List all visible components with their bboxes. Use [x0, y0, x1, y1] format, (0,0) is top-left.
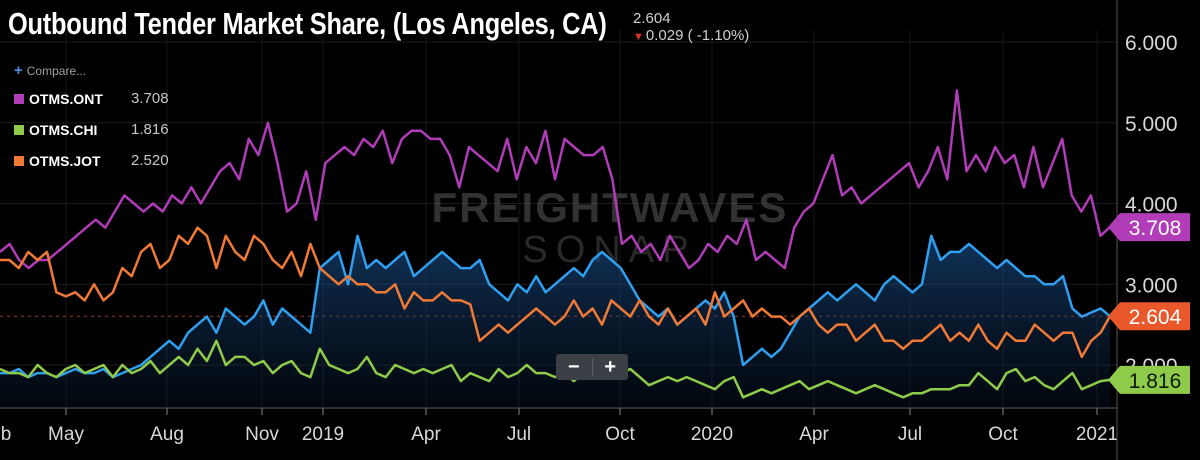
y-tick-label: 5.000 — [1125, 113, 1178, 136]
legend-name: OTMS.JOT — [29, 152, 101, 169]
x-tick-label: Oct — [605, 424, 635, 445]
watermark-text: FREIGHTWAVES — [432, 184, 789, 231]
x-tick-label: Jul — [507, 424, 531, 445]
y-tick-label: 6.000 — [1125, 32, 1178, 55]
series-line-otms-chi — [0, 339, 1111, 399]
last-value-badge — [1108, 365, 1190, 394]
legend: + Compare... OTMS.ONT 3.708 OTMS.CHI 1.81… — [14, 62, 169, 176]
series-line-primary — [0, 234, 1111, 379]
zoom-in-button[interactable]: + — [604, 355, 617, 378]
series-line-otms-ont — [0, 89, 1111, 270]
legend-value: 1.816 — [131, 121, 169, 138]
plus-icon: + — [14, 62, 23, 79]
legend-item-chi[interactable]: OTMS.CHI 1.816 — [14, 114, 169, 145]
x-tick-label: Oct — [988, 424, 1018, 445]
x-tick-label: 2021 — [1076, 424, 1118, 445]
y-tick-label: 3.000 — [1125, 274, 1178, 297]
x-tick-label: Apr — [799, 424, 829, 445]
legend-swatch-jot — [14, 155, 24, 166]
x-tick-label: Feb — [0, 424, 11, 445]
x-tick-label: 2020 — [691, 424, 733, 445]
down-arrow-icon: ▼ — [633, 31, 644, 43]
legend-value: 2.520 — [131, 152, 169, 169]
legend-name: OTMS.ONT — [29, 90, 103, 107]
zoom-divider — [591, 358, 593, 376]
legend-swatch-ont — [14, 93, 24, 104]
legend-swatch-chi — [14, 124, 24, 135]
series-line-otms-jot — [0, 226, 1112, 359]
zoom-controls: − + — [556, 354, 628, 380]
last-value: 2.604 — [633, 10, 671, 27]
legend-name: OTMS.CHI — [29, 121, 98, 138]
legend-value: 3.708 — [131, 90, 169, 107]
x-tick-label: Nov — [245, 424, 279, 445]
legend-item-jot[interactable]: OTMS.JOT 2.520 — [14, 145, 169, 176]
last-value-badge-label: 1.816 — [1129, 370, 1182, 393]
zoom-out-button[interactable]: − — [567, 355, 580, 378]
last-value-block: 2.604 ▼ 0.029 ( -1.10%) — [633, 10, 749, 46]
x-tick-label: Apr — [411, 424, 441, 445]
y-tick-label: 4.000 — [1125, 194, 1178, 217]
last-value-badge — [1108, 302, 1190, 331]
series-area-blue — [0, 235, 1110, 408]
last-value-badge-label: 2.604 — [1129, 306, 1182, 329]
compare-button[interactable]: + Compare... — [14, 62, 169, 79]
last-value-badge — [1108, 213, 1190, 242]
change-value: 0.029 ( -1.10%) — [645, 27, 750, 44]
x-tick-label: 2019 — [302, 424, 344, 445]
compare-label: Compare... — [26, 64, 87, 78]
x-tick-label: Aug — [150, 424, 184, 445]
chart-title: Outbound Tender Market Share, (Los Angel… — [8, 6, 607, 41]
x-tick-label: May — [48, 424, 84, 445]
last-value-badge-label: 3.708 — [1129, 217, 1182, 240]
x-tick-label: Jul — [898, 424, 922, 445]
change-row: ▼ 0.029 ( -1.10%) — [633, 27, 749, 46]
legend-item-ont[interactable]: OTMS.ONT 3.708 — [14, 83, 169, 114]
